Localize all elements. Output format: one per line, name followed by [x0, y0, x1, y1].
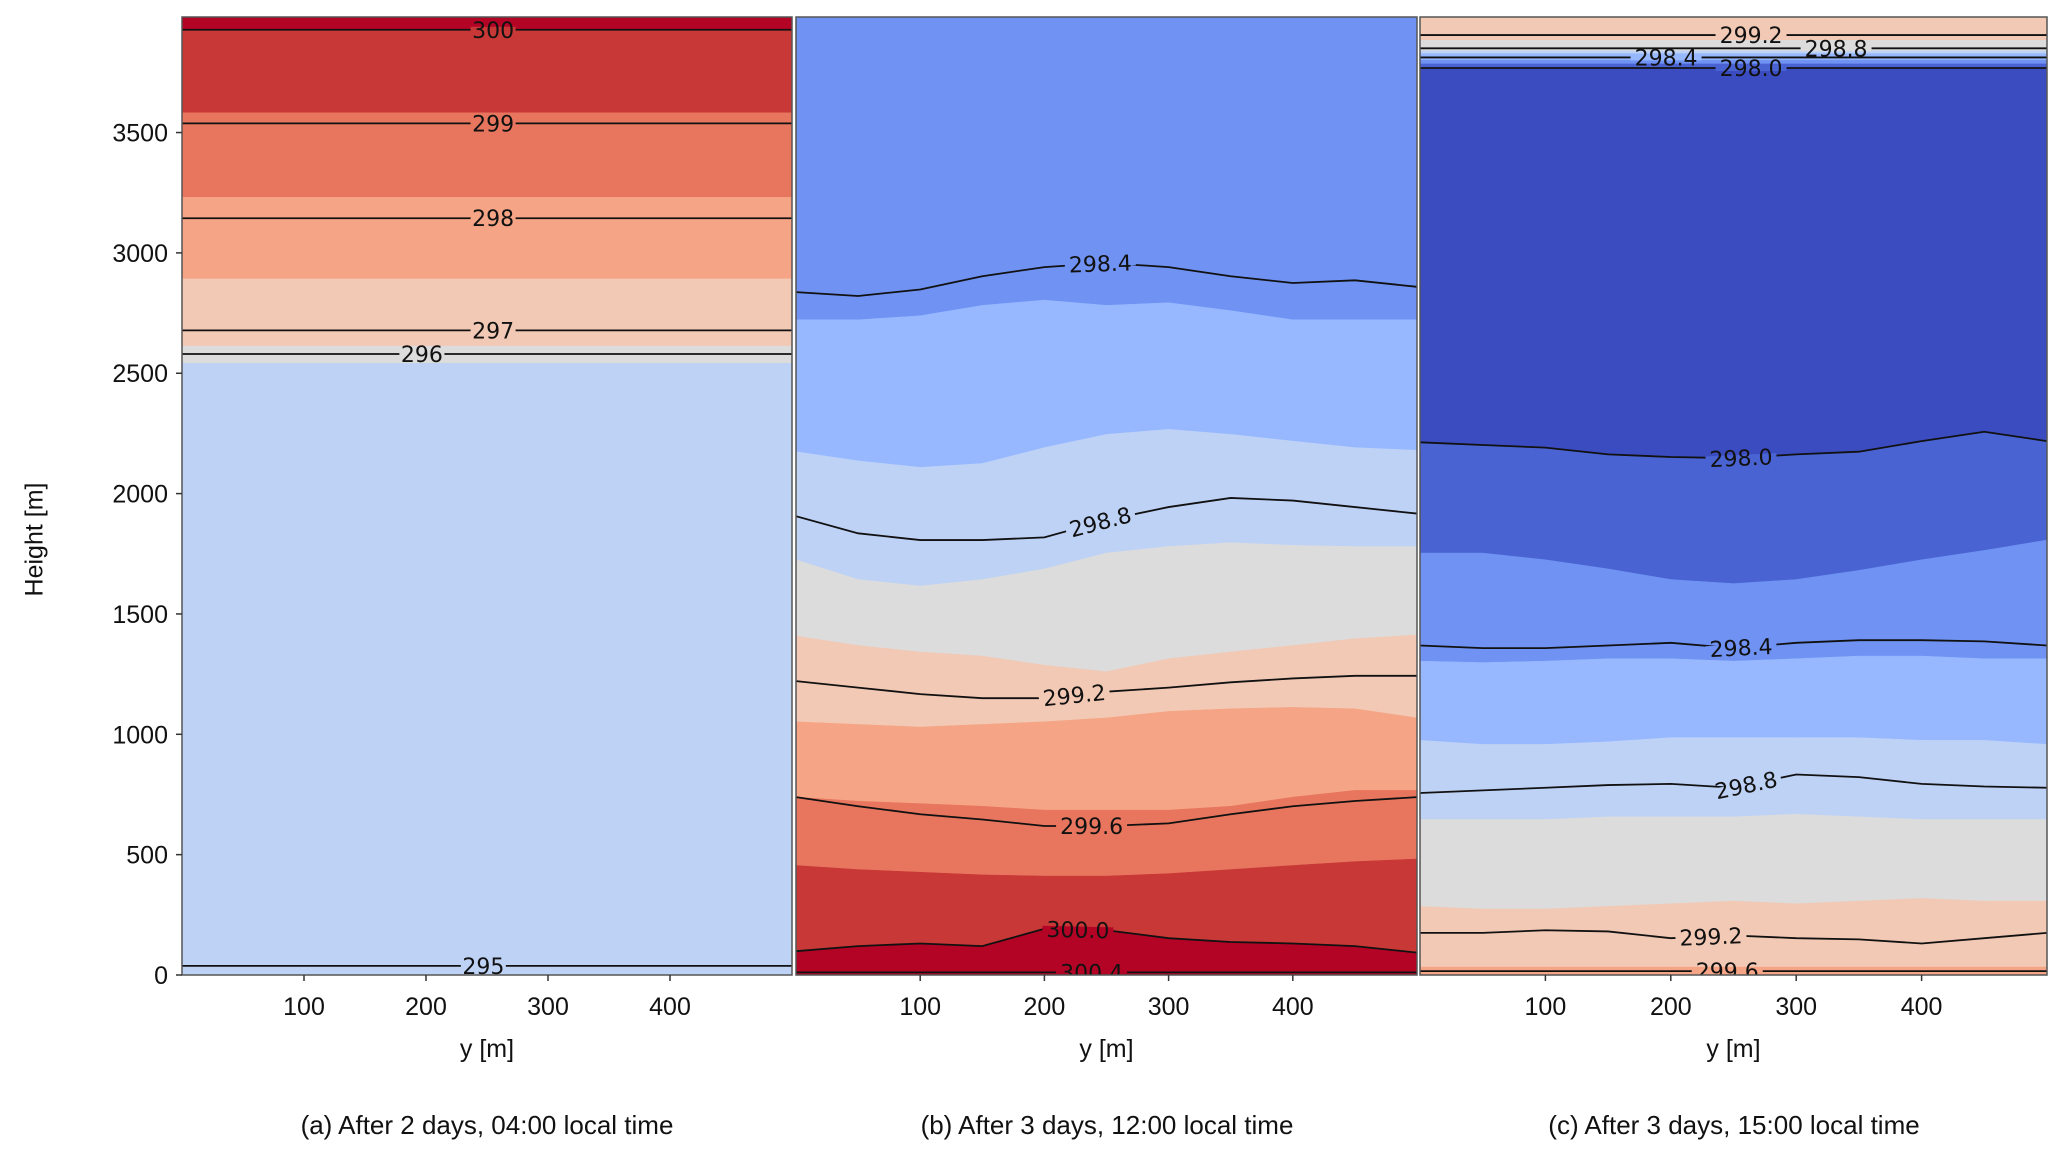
panel-a-caption: (a) After 2 days, 04:00 local time — [300, 1110, 674, 1140]
contour-label-gap — [1715, 65, 1787, 72]
panel-frame — [181, 16, 793, 976]
contour-label-group: 296 — [399, 343, 445, 368]
x-tick-label: 400 — [1272, 993, 1314, 1021]
x-tick-label: 200 — [1024, 993, 1066, 1021]
contour-label-gap — [1691, 968, 1763, 975]
panel-b-caption: (b) After 3 days, 12:00 local time — [920, 1110, 1294, 1140]
contour-label-gap — [1705, 453, 1777, 463]
contour-label-gap — [1800, 45, 1872, 52]
contour-label-group: 299.6 — [1691, 960, 1763, 985]
contour-label-gap — [470, 327, 516, 334]
panel-frame — [795, 16, 1418, 976]
contour-label: 299.2 — [1720, 24, 1783, 49]
contour-label-group: 299.2 — [1675, 924, 1747, 952]
contour-label-gap — [470, 26, 516, 33]
x-tick-label: 300 — [527, 993, 569, 1021]
x-tick-label: 100 — [283, 993, 325, 1021]
contour-label-gap — [470, 215, 516, 222]
x-axis-label: y [m] — [1079, 1035, 1133, 1063]
contour-label-group: 298.4 — [1064, 251, 1136, 278]
x-tick-label: 400 — [649, 993, 691, 1021]
contour-label-gap — [1056, 969, 1128, 975]
contour-label: 295 — [462, 955, 504, 980]
x-tick-label: 200 — [405, 993, 447, 1021]
y-tick-label: 2000 — [112, 481, 168, 509]
contour-label-gap — [1675, 931, 1747, 941]
contour-label-group: 300 — [470, 19, 516, 44]
contour-label-gap — [1630, 54, 1702, 61]
x-tick-label: 100 — [1525, 993, 1567, 1021]
contour-label: 298.0 — [1720, 57, 1783, 82]
x-tick-label: 300 — [1775, 993, 1817, 1021]
contour-label: 298.8 — [1805, 37, 1868, 62]
x-axis-label: y [m] — [460, 1035, 514, 1063]
contour-label: 300.0 — [1046, 918, 1110, 944]
contour-label: 298.4 — [1709, 635, 1773, 663]
contour-label-gap — [470, 120, 516, 127]
y-tick-label: 0 — [154, 962, 168, 990]
x-tick-label: 200 — [1650, 993, 1692, 1021]
contour-label-group: 300.4 — [1056, 961, 1128, 986]
x-tick-label: 100 — [899, 993, 941, 1021]
contour-label-gap — [1710, 774, 1782, 796]
contour-label: 298.0 — [1709, 445, 1773, 473]
panel-c-caption: (c) After 3 days, 15:00 local time — [1548, 1110, 1920, 1140]
contour-label-gap — [1705, 642, 1777, 653]
panel-frame — [1419, 16, 2048, 976]
contour-label-group: 297 — [470, 319, 516, 344]
contour-label-group: 299 — [470, 112, 516, 137]
contour-label-group: 299.2 — [1715, 24, 1787, 49]
contour-band — [182, 363, 792, 975]
contour-label-group: 298.4 — [1705, 635, 1777, 663]
y-tick-label: 1000 — [112, 721, 168, 749]
contour-label-gap — [1064, 259, 1136, 268]
x-axis-label: y [m] — [1706, 1035, 1760, 1063]
y-tick-label: 3000 — [112, 240, 168, 268]
contour-label: 300.4 — [1060, 961, 1123, 986]
panel-a: 300 299 298 297 296 295 100 200 300 400 y [m] 0 500 1… — [112, 16, 793, 1063]
contour-label-gap — [1038, 688, 1110, 702]
contour-label-group: 299.6 — [1056, 815, 1128, 840]
contour-label-gap — [460, 962, 506, 969]
contour-label: 297 — [472, 319, 514, 344]
contour-label: 300 — [472, 19, 514, 44]
y-tick-label: 2500 — [112, 360, 168, 388]
contour-label: 296 — [401, 343, 443, 368]
contour-label-gap — [1056, 823, 1128, 830]
contour-label: 298 — [472, 207, 514, 232]
y-tick-label: 1500 — [112, 601, 168, 629]
contour-label: 298.4 — [1068, 251, 1132, 278]
contour-label-group: 298.8 — [1800, 37, 1872, 62]
contour-label: 299.6 — [1696, 960, 1759, 985]
y-tick-label: 500 — [126, 842, 168, 870]
contour-label-gap — [1042, 925, 1114, 934]
contour-label-group: 300.0 — [1042, 918, 1114, 944]
contour-label: 299 — [472, 112, 514, 137]
x-tick-label: 300 — [1148, 993, 1190, 1021]
contour-label: 299.6 — [1060, 815, 1123, 840]
contour-label: 299.2 — [1679, 924, 1743, 952]
contour-label-gap — [1715, 32, 1787, 39]
contour-label-group: 295 — [460, 955, 506, 980]
contour-label-group: 298.0 — [1705, 445, 1777, 473]
contour-label-group: 298 — [470, 207, 516, 232]
contour-label-gap — [1065, 509, 1136, 534]
x-tick-label: 400 — [1901, 993, 1943, 1021]
contour-label-group: 298.0 — [1715, 57, 1787, 82]
contour-label-gap — [399, 350, 445, 357]
plot-area: 300 299 298 297 296 295 — [182, 17, 792, 980]
y-axis-label: Height [m] — [20, 482, 49, 597]
y-tick-label: 3500 — [112, 120, 168, 148]
